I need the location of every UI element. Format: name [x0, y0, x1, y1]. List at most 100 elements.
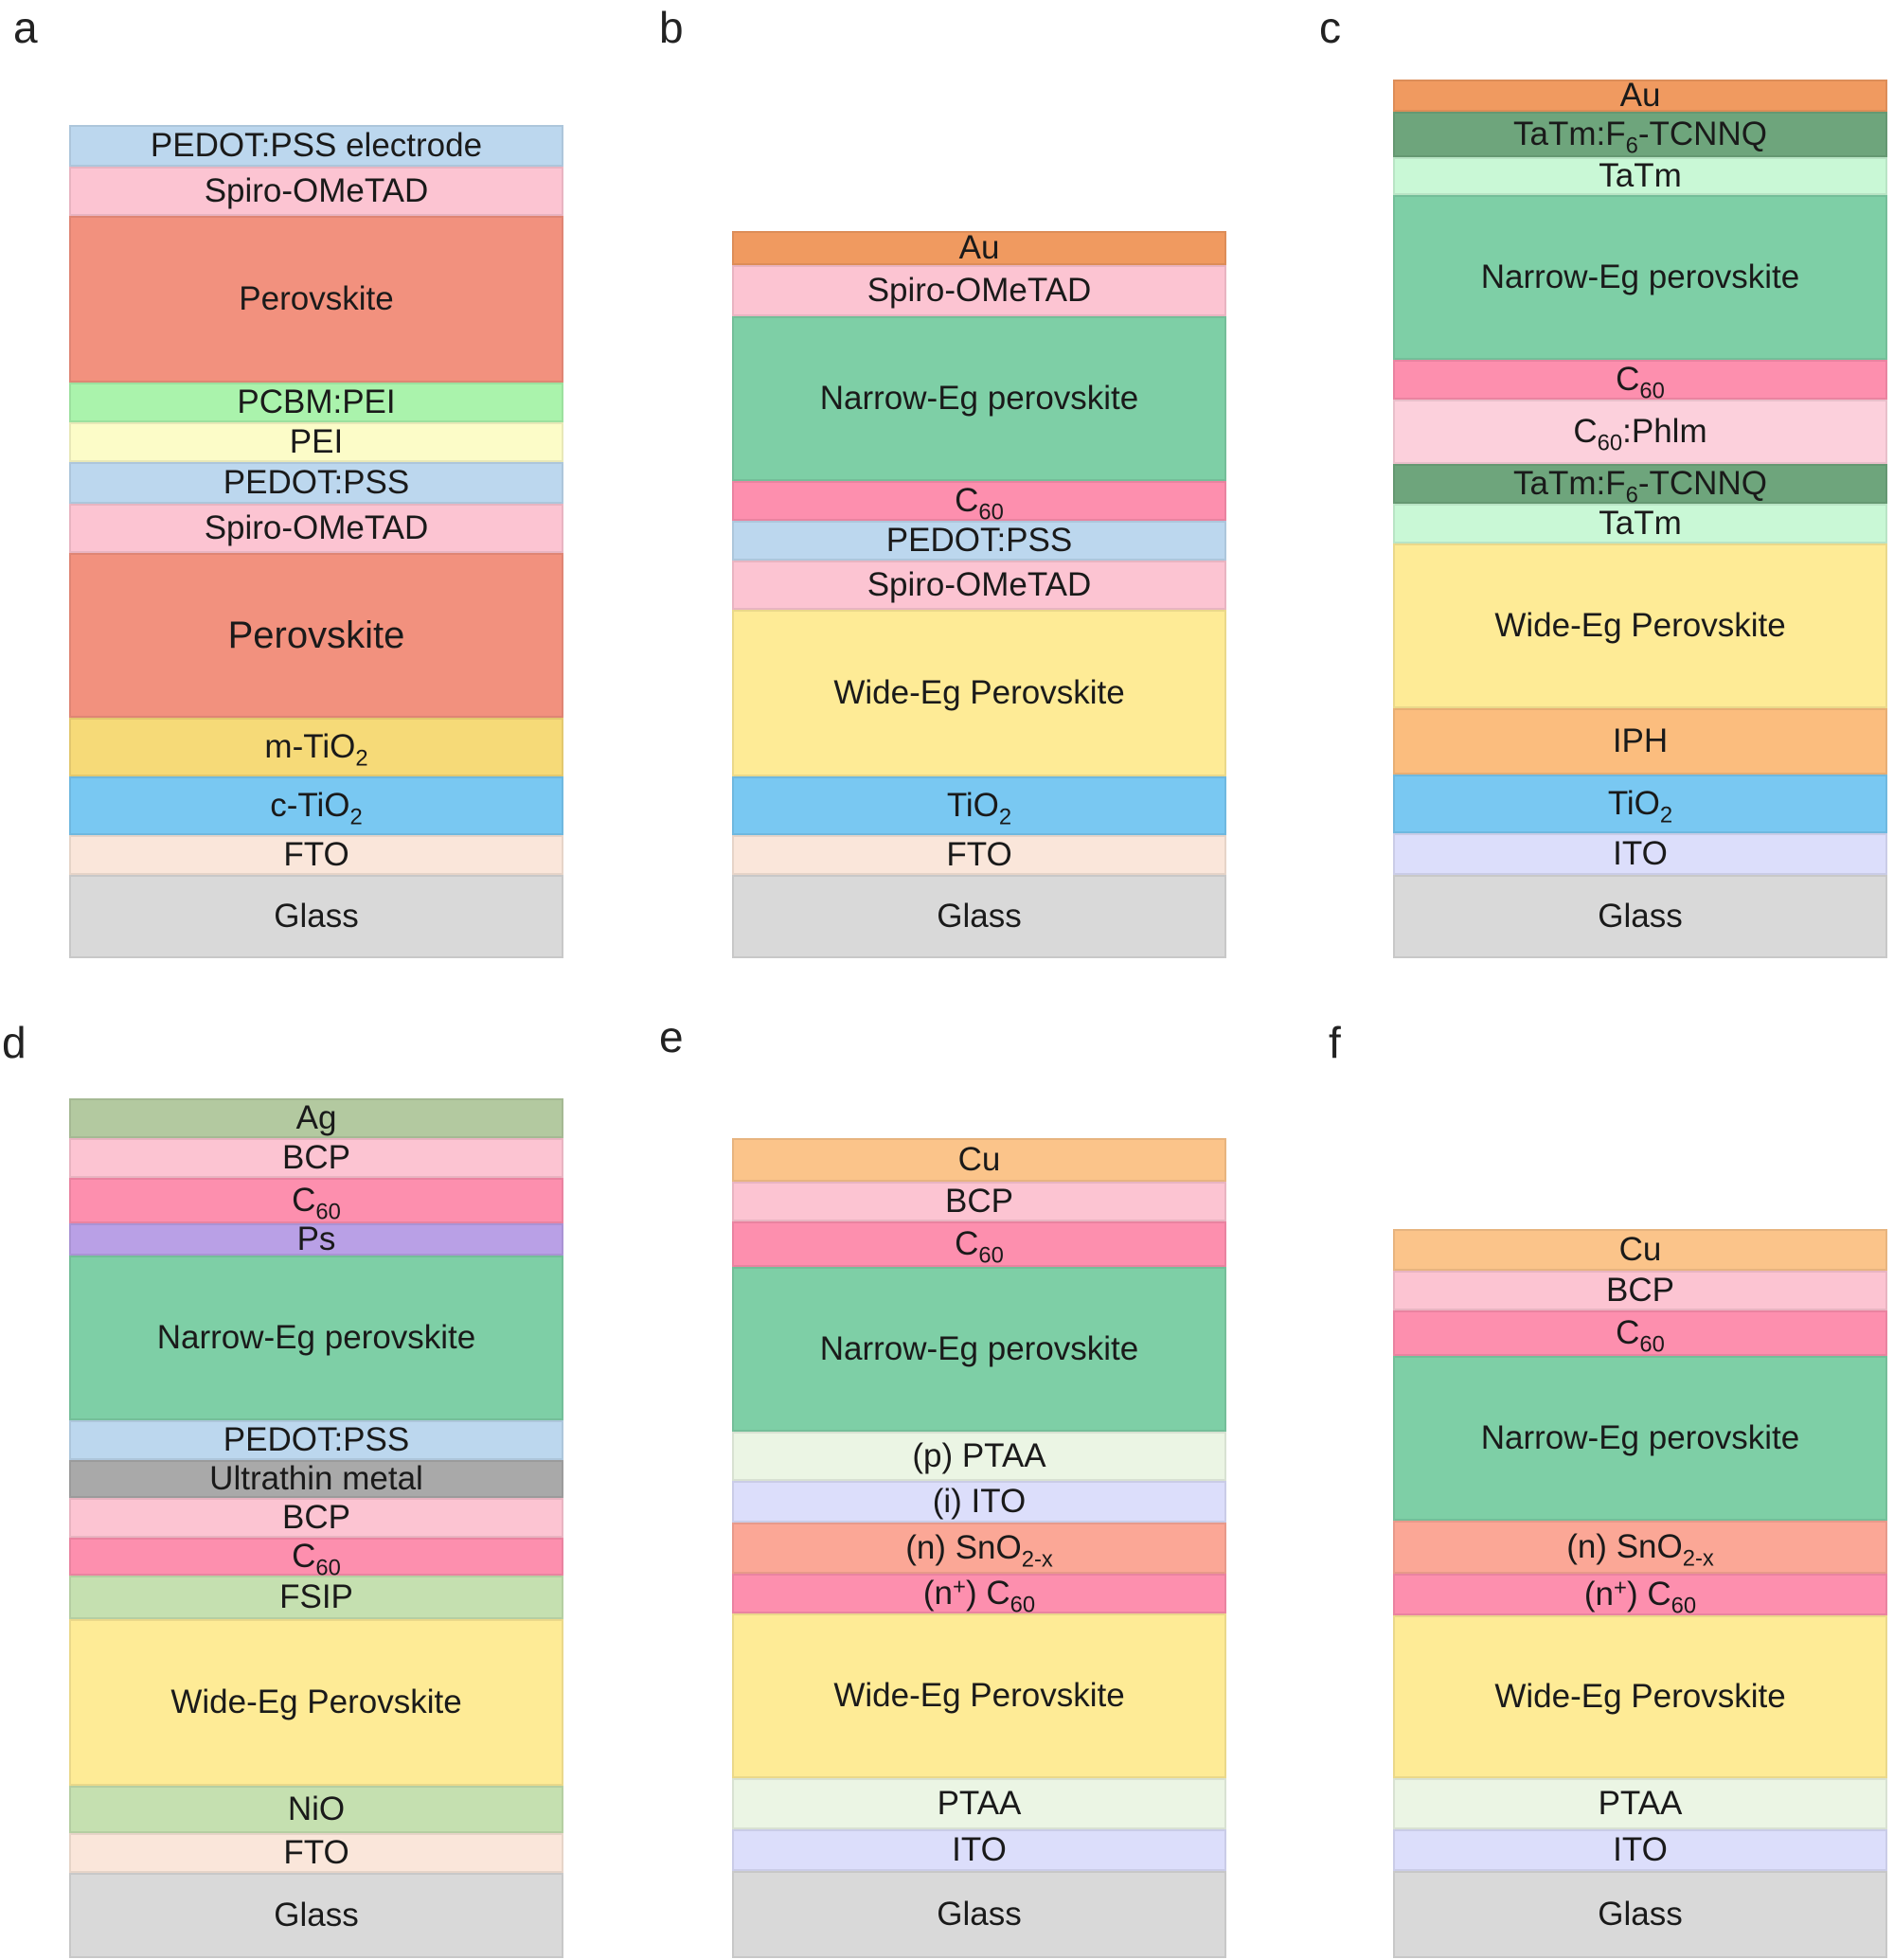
layer-label: FTO	[946, 836, 1012, 873]
layer-tatm-f6-tcnnq: TaTm:F6-TCNNQ	[1393, 112, 1887, 157]
layer-label: BCP	[945, 1183, 1013, 1220]
layer-label: Ultrathin metal	[209, 1460, 423, 1497]
panel-label-e: e	[659, 1012, 684, 1061]
layer-spiro-ometad: Spiro-OMeTAD	[732, 561, 1226, 610]
layer-ultrathin-metal: Ultrathin metal	[69, 1460, 563, 1498]
layer-label: (n) SnO2-x	[1566, 1528, 1714, 1572]
layer-label: PEDOT:PSS	[885, 522, 1073, 559]
layer-label: c-TiO2	[270, 787, 363, 830]
layer-label: Spiro-OMeTAD	[867, 566, 1092, 603]
layer-label: (n+) C60	[922, 1574, 1036, 1618]
layer-label: (p) PTAA	[912, 1437, 1046, 1474]
layer-label: Narrow-Eg perovskite	[819, 380, 1139, 417]
layer-label: Ag	[295, 1099, 337, 1136]
panel-label-d: d	[2, 1018, 27, 1067]
layer-label: C60	[292, 1182, 341, 1225]
layer-au: Au	[732, 229, 1226, 266]
layer-n-c60: (n+) C60	[732, 1574, 1226, 1618]
layer-label: m-TiO2	[264, 728, 368, 772]
layer-label: PTAA	[937, 1785, 1022, 1822]
layer-label: Wide-Eg Perovskite	[833, 1677, 1125, 1714]
layer-tio2: TiO2	[1393, 775, 1887, 833]
layer-spiro-ometad: Spiro-OMeTAD	[69, 167, 563, 216]
layer-label: ITO	[1613, 1831, 1668, 1868]
layer-label: PEI	[289, 423, 344, 460]
layer-cu: Cu	[1393, 1229, 1887, 1271]
layer-pedot-pss: PEDOT:PSS	[732, 521, 1226, 561]
layer-label: Narrow-Eg perovskite	[1480, 1419, 1800, 1456]
layer-pedot-pss-electrode: PEDOT:PSS electrode	[69, 125, 563, 167]
layer-label: Au	[1619, 77, 1661, 114]
layer-label: Wide-Eg Perovskite	[1494, 1678, 1786, 1715]
layer-ag: Ag	[69, 1098, 563, 1138]
layer-label: Spiro-OMeTAD	[204, 172, 429, 209]
layer-c60: C60	[732, 481, 1226, 526]
layer-label: Au	[958, 229, 1000, 266]
layer-glass: Glass	[69, 1873, 563, 1958]
panel-label-f: f	[1329, 1018, 1341, 1067]
layer-glass: Glass	[732, 875, 1226, 958]
layer-label: Narrow-Eg perovskite	[156, 1319, 476, 1356]
layer-tio2: TiO2	[732, 776, 1226, 835]
layer-label: ITO	[1613, 835, 1668, 872]
layer-fto: FTO	[69, 835, 563, 875]
layer-c60-phlm: C60:Phlm	[1393, 400, 1887, 464]
layer-c60: C60	[69, 1538, 563, 1581]
layer-label: Glass	[937, 898, 1022, 935]
layer-label: Ps	[296, 1221, 336, 1257]
layer-label: C60	[955, 1225, 1004, 1269]
layer-label: PEDOT:PSS electrode	[150, 127, 483, 164]
layer-glass: Glass	[1393, 875, 1887, 958]
layer-glass: Glass	[1393, 1871, 1887, 1958]
layer-perovskite: Perovskite	[69, 553, 563, 718]
layer-ptaa: PTAA	[732, 1778, 1226, 1829]
layer-label: Wide-Eg Perovskite	[170, 1684, 462, 1720]
layer-n-c60: (n+) C60	[1393, 1574, 1887, 1617]
layer-label: Perovskite	[239, 280, 394, 317]
layer-label: C60	[1616, 1314, 1665, 1358]
layer-label: C60	[292, 1538, 341, 1581]
layer-narrow-eg-perovskite: Narrow-Eg perovskite	[1393, 195, 1887, 360]
panel-label-a: a	[13, 3, 38, 52]
layer-label: PEDOT:PSS	[223, 1421, 410, 1458]
layer-label: FSIP	[279, 1578, 353, 1615]
layer-label: IPH	[1612, 722, 1669, 759]
layer-glass: Glass	[69, 875, 563, 958]
layer-ito: ITO	[1393, 833, 1887, 875]
layer-label: Glass	[274, 1897, 359, 1933]
panel-label-c: c	[1319, 3, 1341, 52]
layer-label: TaTm:F6-TCNNQ	[1513, 465, 1767, 508]
layer-cu: Cu	[732, 1138, 1226, 1182]
layer-c60: C60	[1393, 360, 1887, 402]
layer-label: C60	[955, 482, 1004, 526]
layer-ps: Ps	[69, 1221, 563, 1257]
layer-c60: C60	[732, 1221, 1226, 1267]
layer-label: Cu	[957, 1141, 1001, 1178]
panel-label-b: b	[659, 3, 684, 52]
layer-label: BCP	[282, 1499, 350, 1536]
layer-pei: PEI	[69, 422, 563, 462]
layer-wide-eg-perovskite: Wide-Eg Perovskite	[69, 1619, 563, 1786]
layer-narrow-eg-perovskite: Narrow-Eg perovskite	[732, 1267, 1226, 1432]
layer-ptaa: PTAA	[1393, 1778, 1887, 1829]
layer-spiro-ometad: Spiro-OMeTAD	[732, 265, 1226, 316]
layer-label: Spiro-OMeTAD	[867, 272, 1092, 309]
layer-c-tio2: c-TiO2	[69, 776, 563, 835]
layer-label: NiO	[287, 1791, 346, 1827]
layer-label: Wide-Eg Perovskite	[1494, 607, 1786, 644]
layer-tatm: TaTm	[1393, 504, 1887, 543]
layer-label: Narrow-Eg perovskite	[1480, 258, 1800, 295]
layer-bcp: BCP	[732, 1182, 1226, 1221]
layer-bcp: BCP	[69, 1498, 563, 1538]
layer-ito: ITO	[732, 1829, 1226, 1871]
layer-label: PTAA	[1598, 1785, 1683, 1822]
layer-wide-eg-perovskite: Wide-Eg Perovskite	[1393, 1615, 1887, 1778]
layer-label: Glass	[274, 898, 359, 935]
layer-label: C60:Phlm	[1573, 413, 1707, 456]
layer-label: TaTm	[1599, 505, 1682, 542]
layer-pedot-pss: PEDOT:PSS	[69, 462, 563, 504]
layer-label: TiO2	[946, 787, 1012, 830]
layer-fto: FTO	[732, 835, 1226, 875]
layer-wide-eg-perovskite: Wide-Eg Perovskite	[732, 1613, 1226, 1778]
layer-label: TiO2	[1607, 785, 1673, 829]
